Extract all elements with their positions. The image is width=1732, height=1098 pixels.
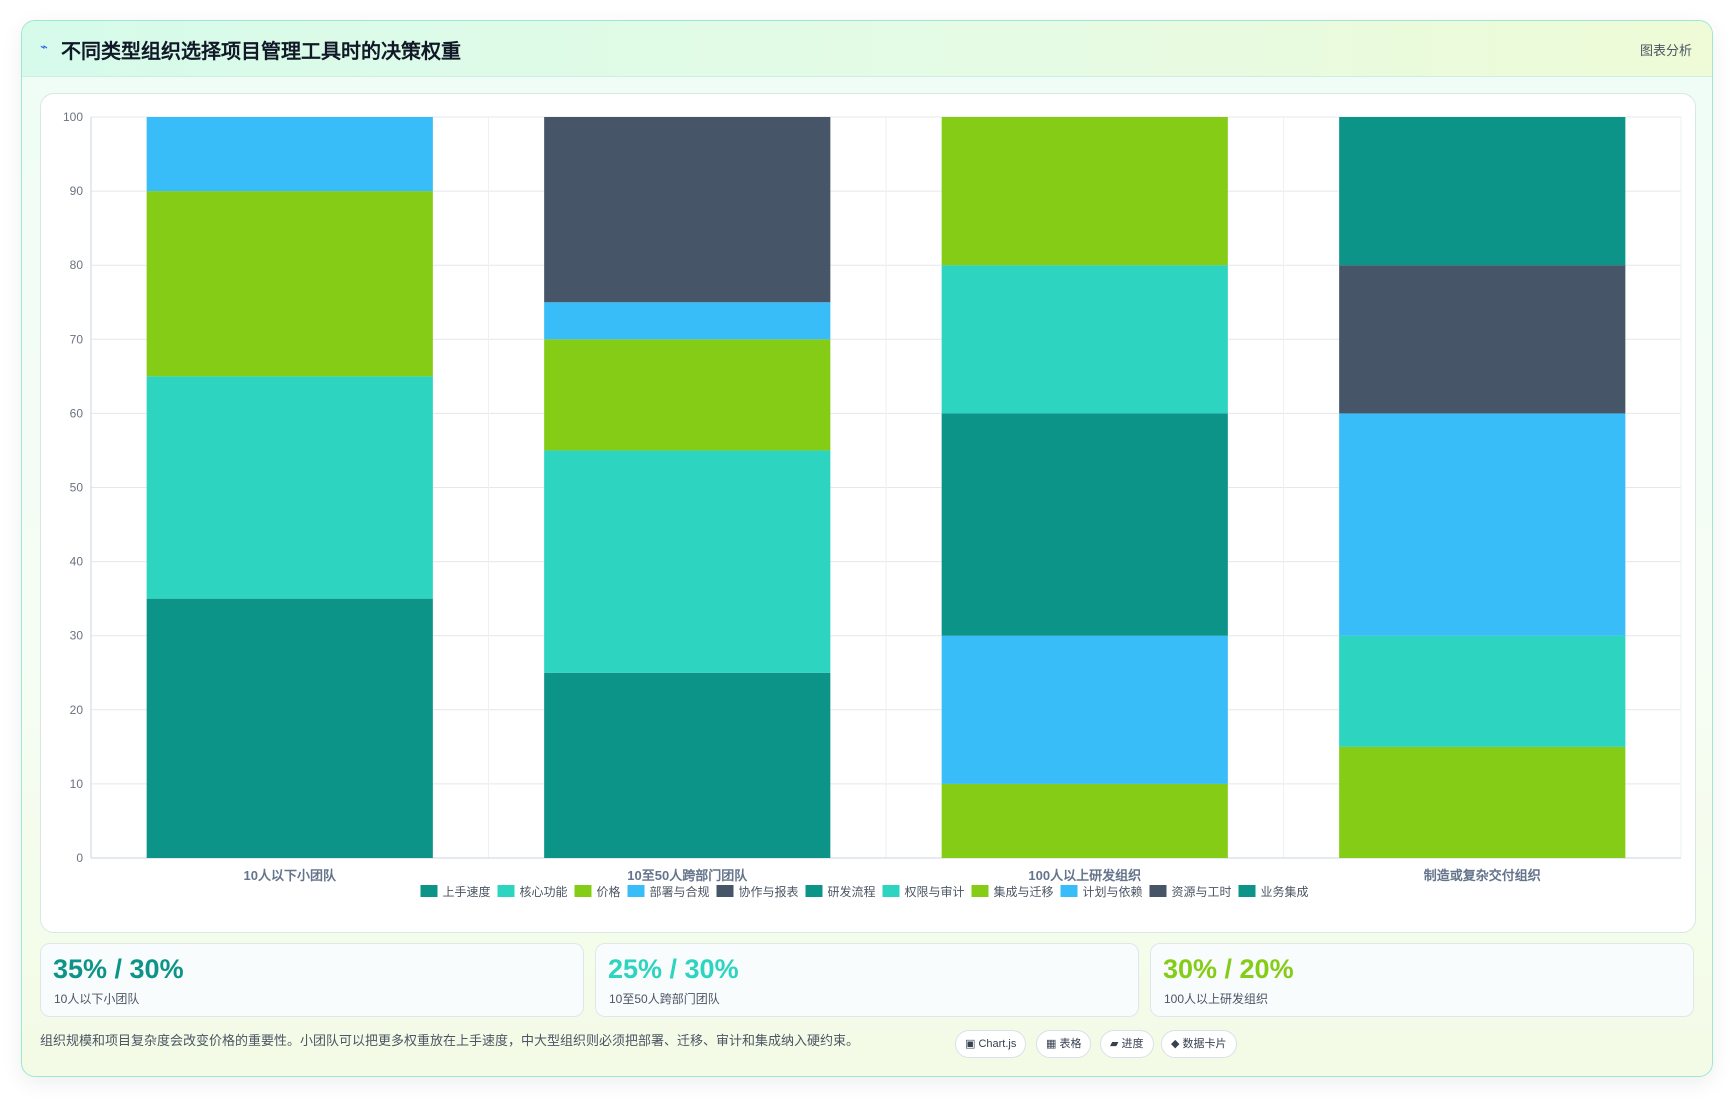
y-tick-label: 30 xyxy=(70,629,84,643)
chip-chartjs[interactable]: ▣ Chart.js xyxy=(955,1030,1027,1058)
chart-analysis-tag[interactable]: 图表分析 xyxy=(1639,43,1692,58)
progress-icon: ▰ xyxy=(1110,1038,1119,1050)
y-tick-label: 100 xyxy=(63,110,83,124)
y-tick-label: 20 xyxy=(70,703,84,717)
legend-swatch xyxy=(627,885,645,897)
y-tick-label: 70 xyxy=(70,332,84,346)
kpi-card-small-team: 35% / 30% 10人以下小团队 xyxy=(40,943,584,1017)
chip-table[interactable]: ▦ 表格 xyxy=(1036,1030,1092,1058)
legend-swatch xyxy=(805,885,823,897)
diamond-icon: ◆ xyxy=(1171,1038,1180,1050)
x-tick-label: 制造或复杂交付组织 xyxy=(1424,868,1541,883)
bar-segment xyxy=(1339,746,1626,858)
chart-card: ⌁ 不同类型组织选择项目管理工具时的决策权重 图表分析 0 10 20 30 40 50 6… xyxy=(21,20,1713,1077)
bolt-icon: ⌁ xyxy=(40,39,48,54)
bar-segment xyxy=(941,783,1228,858)
y-tick-label: 50 xyxy=(70,481,84,495)
legend-label: 权限与审计 xyxy=(905,884,965,899)
x-tick-label: 100人以上研发组织 xyxy=(1028,868,1141,883)
bar-segment xyxy=(1339,265,1626,414)
legend-label: 资源与工时 xyxy=(1172,885,1232,899)
chip-progress[interactable]: ▰ 进度 xyxy=(1100,1030,1154,1058)
chip-label: 表格 xyxy=(1059,1038,1082,1050)
legend-swatch xyxy=(420,885,438,897)
bar-segment xyxy=(146,191,433,377)
legend-swatch xyxy=(1238,885,1256,897)
kpi-label: 10人以下小团队 xyxy=(54,992,140,1006)
legend-swatch xyxy=(497,885,515,897)
bar-segment xyxy=(146,376,433,599)
x-tick-label: 10至50人跨部门团队 xyxy=(627,868,748,883)
card-header: ⌁ 不同类型组织选择项目管理工具时的决策权重 图表分析 xyxy=(22,21,1712,77)
legend-swatch xyxy=(971,885,989,897)
chip-data-card[interactable]: ◆ 数据卡片 xyxy=(1161,1030,1237,1058)
bar-segment xyxy=(941,635,1228,784)
kpi-card-cross-team: 25% / 30% 10至50人跨部门团队 xyxy=(595,943,1139,1017)
y-tick-label: 10 xyxy=(70,777,84,791)
kpi-value: 25% / 30% xyxy=(608,954,739,984)
legend-label: 集成与迁移 xyxy=(994,884,1054,899)
bar-segment xyxy=(544,339,831,451)
kpi-label: 10至50人跨部门团队 xyxy=(609,992,720,1006)
kpi-card-rd-org: 30% / 20% 100人以上研发组织 xyxy=(1150,943,1694,1017)
legend-label: 计划与依赖 xyxy=(1083,884,1143,899)
stacked-bar-chart: 0 10 20 30 40 50 60 70 80 90 100 10人以下小团队 10至50人跨部门团… xyxy=(63,110,1682,899)
bar-segment xyxy=(544,450,831,673)
bar-segment xyxy=(146,598,433,858)
window-icon: ▣ xyxy=(965,1038,976,1050)
chip-label: Chart.js xyxy=(978,1038,1017,1050)
y-tick-label: 40 xyxy=(70,555,84,569)
legend-label: 上手速度 xyxy=(443,884,491,899)
legend-swatch xyxy=(1149,885,1167,897)
legend-label: 价格 xyxy=(597,884,621,899)
chart-panel: 0 10 20 30 40 50 60 70 80 90 100 10人以下小团队 10至50人跨部门团… xyxy=(40,93,1696,933)
legend-swatch xyxy=(716,885,734,897)
legend-swatch xyxy=(1060,885,1078,897)
legend-label: 核心功能 xyxy=(520,885,568,899)
legend-swatch xyxy=(574,885,592,897)
table-icon: ▦ xyxy=(1046,1038,1057,1050)
y-tick-label: 60 xyxy=(70,406,84,420)
bar-segment xyxy=(544,302,831,340)
y-tick-label: 90 xyxy=(70,184,84,198)
legend-label: 研发流程 xyxy=(828,884,876,899)
bar-segment xyxy=(1339,635,1626,747)
chip-label: 进度 xyxy=(1121,1038,1144,1050)
chip-label: 数据卡片 xyxy=(1182,1038,1227,1050)
legend-label: 协作与报表 xyxy=(739,884,799,899)
legend-label: 业务集成 xyxy=(1261,884,1309,899)
bar-segment xyxy=(1339,117,1626,266)
bar-segment xyxy=(941,265,1228,414)
page-title: 不同类型组织选择项目管理工具时的决策权重 xyxy=(61,41,461,63)
y-tick-label: 80 xyxy=(70,258,84,272)
bar-segment xyxy=(544,672,831,858)
legend-swatch xyxy=(882,885,900,897)
footer-note: 组织规模和项目复杂度会改变价格的重要性。小团队可以把更多权重放在上手速度，中大型… xyxy=(40,1033,860,1048)
kpi-value: 30% / 20% xyxy=(1163,954,1294,984)
bar-segment xyxy=(941,413,1228,636)
legend-label: 部署与合规 xyxy=(650,884,710,899)
kpi-value: 35% / 30% xyxy=(53,954,184,984)
y-tick-label: 0 xyxy=(76,851,83,865)
bar-segment xyxy=(1339,413,1626,636)
bar-segment xyxy=(941,117,1228,266)
kpi-label: 100人以上研发组织 xyxy=(1164,992,1269,1006)
x-tick-label: 10人以下小团队 xyxy=(244,868,337,883)
bar-segment xyxy=(544,117,831,303)
bar-segment xyxy=(146,117,433,192)
